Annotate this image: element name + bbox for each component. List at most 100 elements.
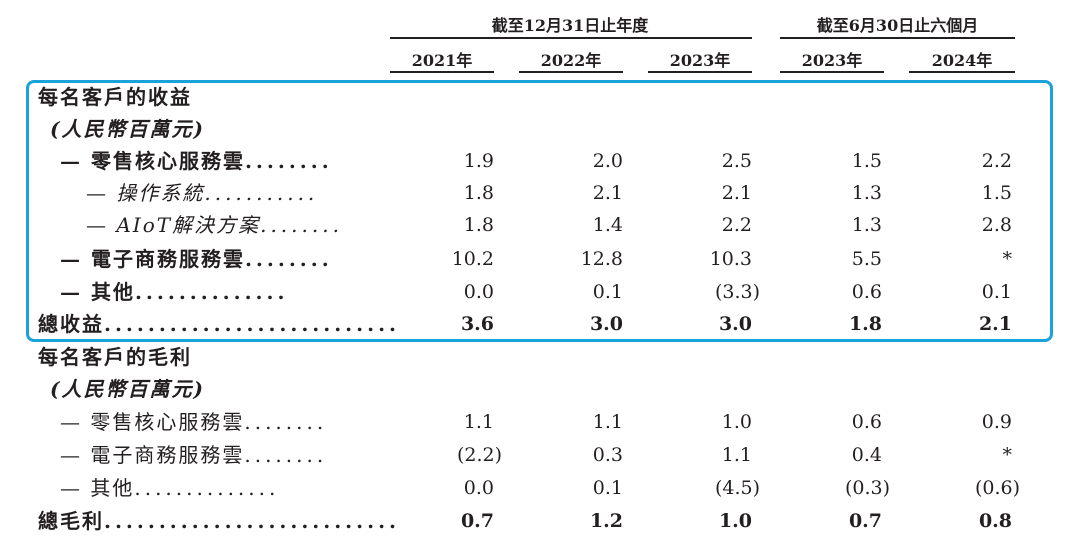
- leader-dots: ........: [244, 149, 333, 173]
- table-row: — 零售核心服務雲........ 1.9 2.0 2.5 1.5 2.2: [0, 145, 1080, 177]
- header-annual-period: 截至12月31日止年度: [491, 16, 649, 35]
- row-label: — 其他: [60, 476, 135, 500]
- leader-dots: ...........................: [104, 509, 400, 533]
- leader-dots: ........: [244, 443, 328, 467]
- cell-h1-2023: 0.6: [851, 411, 882, 433]
- cell-2023: 2.1: [721, 182, 752, 204]
- cell-h1-2023: 1.3: [851, 182, 882, 204]
- row-label-wrap: — 其他..............: [60, 472, 279, 504]
- cell-h1-2023: 0.7: [848, 510, 882, 532]
- row-label: (人民幣百萬元): [50, 377, 205, 401]
- section-title-revenue: 每名客戶的收益: [0, 81, 1080, 113]
- year-rule-2: [519, 71, 623, 73]
- section-title-gross-profit: 每名客戶的毛利: [0, 341, 1080, 373]
- cell-2022: 1.1: [592, 411, 623, 433]
- year-rule-5: [909, 71, 1015, 73]
- cell-2022: 0.3: [592, 444, 623, 466]
- table-row: — 電子商務服務雲........ 10.2 12.8 10.3 5.5 *: [0, 243, 1080, 275]
- table-row: — 零售核心服務雲........ 1.1 1.1 1.0 0.6 0.9: [0, 406, 1080, 438]
- row-label: — 操作系統: [86, 181, 205, 205]
- leader-dots: ..............: [134, 280, 289, 304]
- cell-2021: 10.2: [451, 248, 494, 270]
- cell-h1-2023: 1.8: [848, 313, 882, 335]
- row-label-wrap: 總毛利...........................: [38, 505, 400, 537]
- cell-h1-2024: 0.9: [981, 411, 1012, 433]
- leader-dots: ........: [244, 410, 328, 434]
- row-label-wrap: — 電子商務服務雲........: [60, 439, 327, 471]
- cell-2023: 1.0: [721, 411, 752, 433]
- row-label: — 其他: [60, 280, 135, 304]
- cell-2021: 0.0: [463, 281, 494, 303]
- cell-2022: 0.1: [592, 281, 623, 303]
- cell-h1-2024: 2.1: [978, 313, 1012, 335]
- row-label: 總收益: [38, 312, 104, 336]
- table-row-total: 總毛利........................... 0.7 1.2 1…: [0, 505, 1080, 537]
- cell-h1-2023: 0.4: [851, 444, 882, 466]
- cell-h1-2023: 0.6: [851, 281, 882, 303]
- cell-2021: 1.1: [463, 411, 494, 433]
- header-annual-rule: [390, 37, 752, 39]
- cell-h1-2024: 2.8: [981, 214, 1012, 236]
- row-label: (人民幣百萬元): [50, 117, 205, 141]
- year-header-5: 2024年: [931, 51, 993, 70]
- cell-2021: 3.6: [460, 313, 494, 335]
- cell-2022: 2.0: [592, 150, 623, 172]
- year-header-4: 2023年: [801, 51, 863, 70]
- header-half-year-rule: [780, 37, 1015, 39]
- cell-2023: 2.2: [721, 214, 752, 236]
- year-rule-3: [648, 71, 752, 73]
- leader-dots: ...........................: [104, 312, 400, 336]
- row-label-wrap: — 零售核心服務雲........: [60, 145, 333, 177]
- table-row-total: 總收益........................... 3.6 3.0 3…: [0, 308, 1080, 340]
- cell-2022: 2.1: [592, 182, 623, 204]
- table-row: — 電子商務服務雲........ (2.2) 0.3 1.1 0.4 *: [0, 439, 1080, 471]
- cell-h1-2023: 5.5: [851, 248, 882, 270]
- cell-h1-2023: (0.3): [844, 477, 890, 499]
- leader-dots: ........: [244, 247, 333, 271]
- cell-2021: (2.2): [456, 444, 502, 466]
- row-label-wrap: — 其他..............: [60, 276, 288, 308]
- cell-2022: 0.1: [592, 477, 623, 499]
- row-label: 每名客戶的毛利: [38, 345, 192, 369]
- cell-2023: 3.0: [718, 313, 752, 335]
- cell-h1-2024: (0.6): [974, 477, 1020, 499]
- table-row: — 其他.............. 0.0 0.1 (3.3) 0.6 0.1: [0, 276, 1080, 308]
- row-label-wrap: — AIoT解決方案........: [86, 209, 343, 241]
- cell-2023: (3.3): [714, 281, 760, 303]
- cell-h1-2024: 2.2: [981, 150, 1012, 172]
- row-label: — 零售核心服務雲: [60, 410, 245, 434]
- cell-2023: 10.3: [709, 248, 752, 270]
- row-label: — AIoT解決方案: [86, 213, 261, 237]
- year-rule-1: [390, 71, 494, 73]
- cell-2023: 2.5: [721, 150, 752, 172]
- year-rule-4: [780, 71, 884, 73]
- cell-2021: 1.8: [463, 214, 494, 236]
- row-label: 每名客戶的收益: [38, 85, 192, 109]
- cell-2022: 3.0: [589, 313, 623, 335]
- cell-2022: 1.4: [592, 214, 623, 236]
- section-unit-revenue: (人民幣百萬元): [0, 113, 1080, 145]
- cell-2021: 0.7: [460, 510, 494, 532]
- cell-h1-2023: 1.3: [851, 214, 882, 236]
- section-unit-gross-profit: (人民幣百萬元): [0, 373, 1080, 405]
- table-row: — AIoT解決方案........ 1.8 1.4 2.2 1.3 2.8: [0, 209, 1080, 241]
- cell-2022: 1.2: [589, 510, 623, 532]
- row-label: 總毛利: [38, 509, 104, 533]
- row-label-wrap: — 操作系統...........: [86, 177, 318, 209]
- row-label: — 電子商務服務雲: [60, 443, 245, 467]
- cell-2021: 0.0: [463, 477, 494, 499]
- row-label-wrap: 總收益...........................: [38, 308, 400, 340]
- year-header-2: 2022年: [540, 51, 602, 70]
- cell-h1-2024: *: [1002, 444, 1013, 466]
- cell-2023: (4.5): [714, 477, 760, 499]
- cell-2021: 1.9: [463, 150, 494, 172]
- cell-h1-2024: 0.1: [981, 281, 1012, 303]
- cell-2023: 1.1: [721, 444, 752, 466]
- cell-2021: 1.8: [463, 182, 494, 204]
- leader-dots: ..............: [134, 476, 280, 500]
- row-label-wrap: — 零售核心服務雲........: [60, 406, 327, 438]
- cell-h1-2024: 1.5: [981, 182, 1012, 204]
- cell-2023: 1.0: [718, 510, 752, 532]
- row-label: — 電子商務服務雲: [60, 247, 245, 271]
- cell-h1-2024: *: [1002, 248, 1013, 270]
